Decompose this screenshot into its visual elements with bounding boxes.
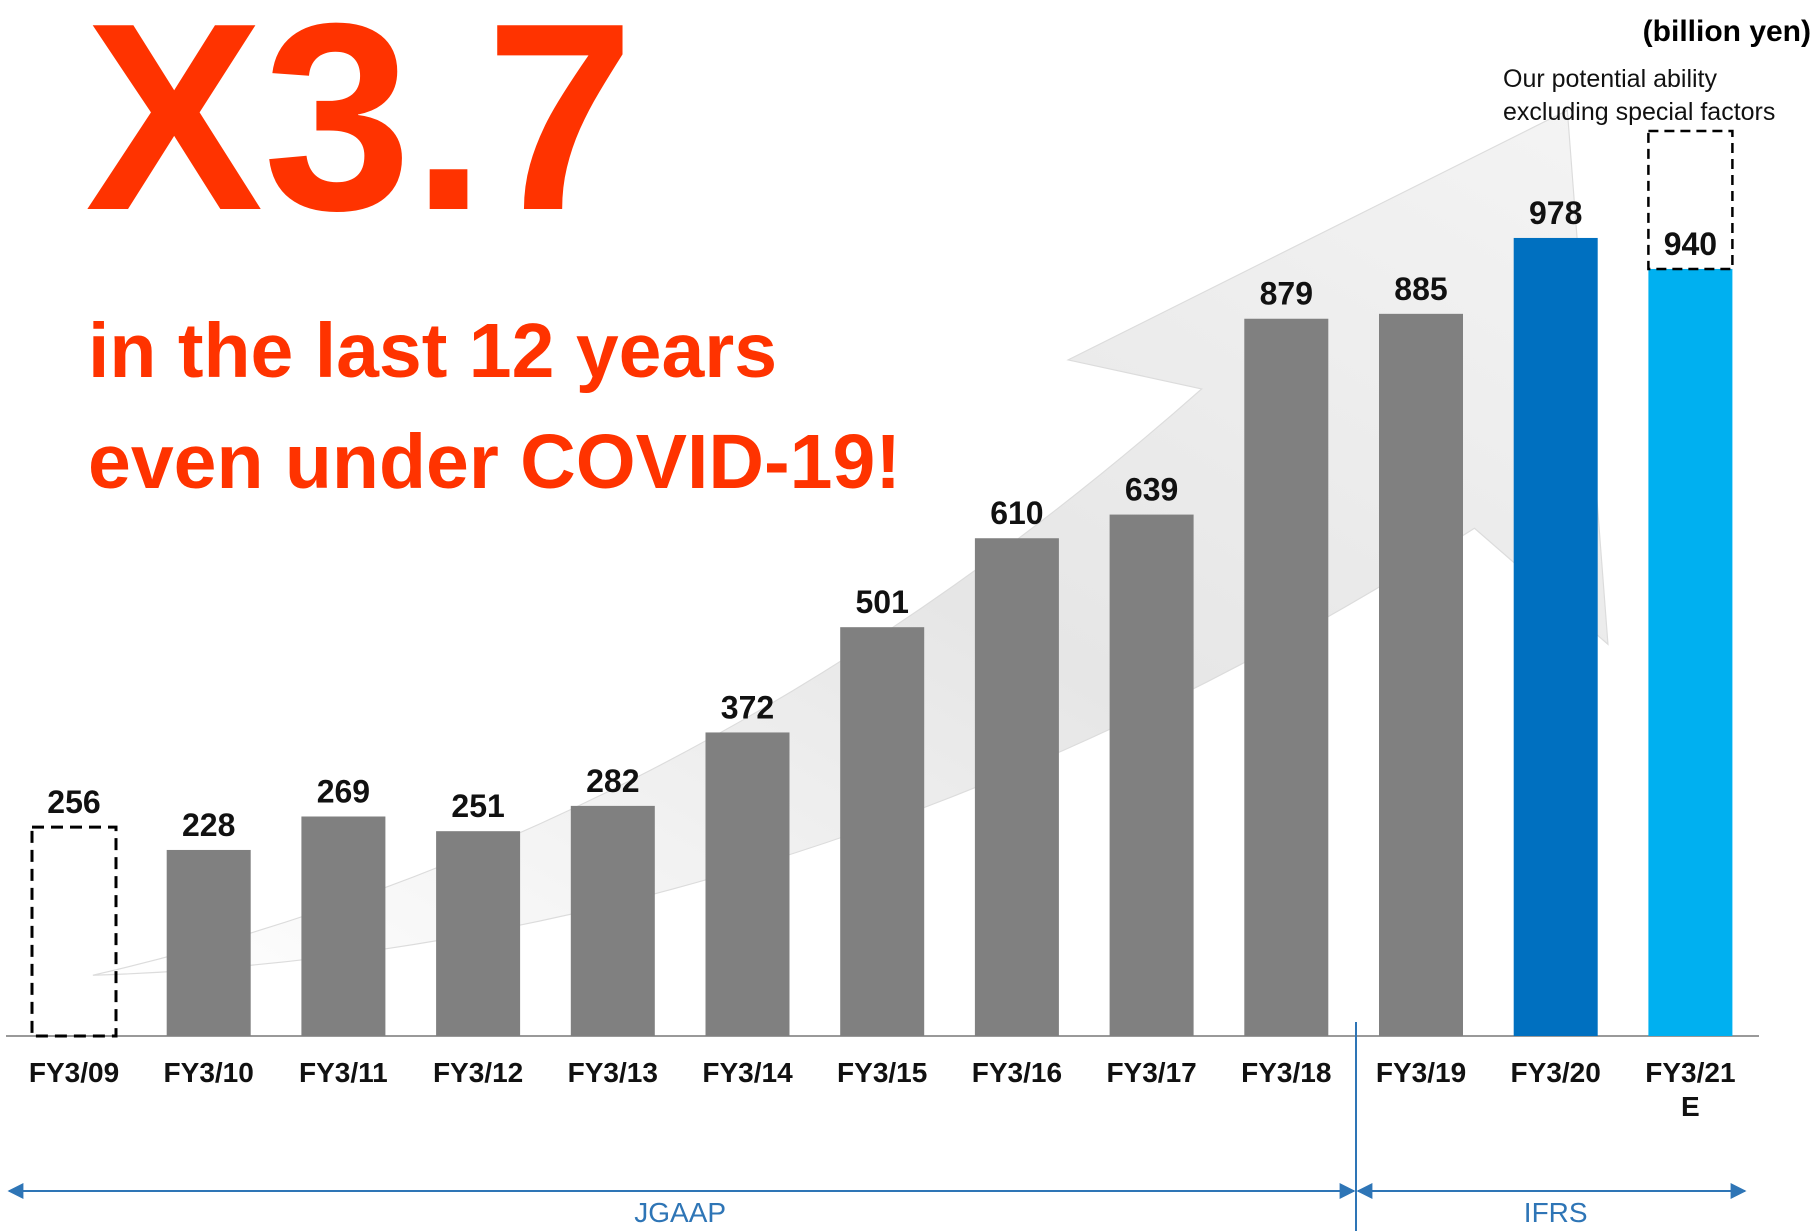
x-tick-label: FY3/09: [24, 1056, 124, 1090]
x-tick-label: FY3/18: [1236, 1056, 1336, 1090]
chart: X3.7 in the last 12 years even under COV…: [0, 0, 1817, 1231]
x-tick-label: FY3/20: [1506, 1056, 1606, 1090]
note: Our potential ability: [1503, 65, 1718, 93]
bar: [706, 732, 790, 1036]
bar: [32, 827, 116, 1036]
value-label: 372: [721, 689, 774, 725]
x-tick-label: FY3/13: [563, 1056, 663, 1090]
value-label: 610: [990, 495, 1043, 531]
value-label: 501: [856, 584, 909, 620]
subtitle: in the last 12 years: [88, 308, 777, 394]
x-tick-label: FY3/14: [698, 1056, 798, 1090]
bar: [571, 806, 655, 1036]
headline: X3.7: [85, 0, 634, 266]
chart-page: X3.7 in the last 12 years even under COV…: [0, 0, 1817, 1231]
subtitle: even under COVID-19!: [88, 419, 901, 505]
bar: [1379, 314, 1463, 1036]
bar: [436, 831, 520, 1036]
bar: [301, 816, 385, 1036]
value-label: 879: [1260, 276, 1313, 312]
x-tick-label: FY3/19: [1371, 1056, 1471, 1090]
bar: [1648, 269, 1732, 1036]
x-tick-label: FY3/12: [428, 1056, 528, 1090]
value-label: 228: [182, 807, 235, 843]
bar: [1110, 515, 1194, 1036]
value-label: 978: [1529, 195, 1582, 231]
x-tick-label: FY3/10: [159, 1056, 259, 1090]
bar: [1514, 238, 1598, 1036]
note: excluding special factors: [1503, 98, 1775, 126]
bar: [167, 850, 251, 1036]
bar: [975, 538, 1059, 1036]
section-label: JGAAP: [634, 1197, 726, 1228]
value-label: 251: [451, 788, 504, 824]
x-tick-label: FY3/16: [967, 1056, 1067, 1090]
bar: [840, 627, 924, 1036]
x-tick-label: FY3/21 E: [1640, 1056, 1740, 1124]
value-label: 639: [1125, 472, 1178, 508]
x-tick-label: FY3/15: [832, 1056, 932, 1090]
section-label: IFRS: [1524, 1197, 1588, 1228]
bar: [1244, 319, 1328, 1036]
unit-label: (billion yen): [1643, 15, 1811, 48]
value-label: 282: [586, 763, 639, 799]
x-tick-label: FY3/11: [293, 1056, 393, 1090]
x-tick-label: FY3/17: [1102, 1056, 1202, 1090]
value-label: 269: [317, 773, 370, 809]
value-label: 885: [1394, 271, 1447, 307]
value-label: 940: [1664, 226, 1717, 262]
value-label: 256: [47, 784, 100, 820]
